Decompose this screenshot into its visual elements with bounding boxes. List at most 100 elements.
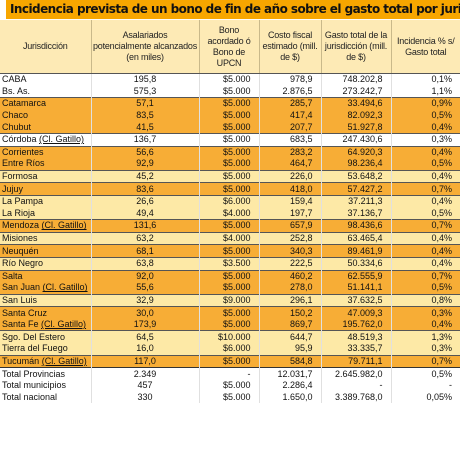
table-row: Corrientes 56,6 $5.000 283,2 64.920,3 0,4% [0,145,460,159]
cell-gasto: 51.927,8 [320,121,391,134]
cell-costo: 226,0 [258,169,321,183]
table-row: Córdoba (Cl. Gatillo) 136,7 $5.000 683,5 247… [0,132,460,147]
table-row: La Rioja 49,4 $4.000 197,7 37.136,7 0,5% [0,207,460,220]
table-row: Sgo. Del Estero 64,5 $10.000 644,7 48.519,3 1… [0,330,460,344]
cell-incidencia: 0,1% [390,73,460,86]
jurisdiccion-name: Chaco [2,110,29,121]
cell-incidencia: 0,3% [390,306,460,319]
cell-jurisdiccion: Santa Fe (Cl. Gatillo) [0,318,91,331]
cell-costo: 2.876,5 [258,85,321,98]
cell-asalariados: 63,2 [90,231,199,245]
jurisdiccion-name: Santa Fe [2,319,39,330]
jurisdiccion-name: Córdoba [2,134,37,145]
cell-asalariados: 2.349 [90,367,199,380]
cell-asalariados: 63,8 [90,256,199,270]
cell-incidencia: - [390,379,460,392]
cell-gasto: 33.494,6 [320,97,391,110]
cell-bono: $5.000 [198,169,259,183]
cell-gasto: 57.427,2 [320,182,391,196]
cell-asalariados: 117,0 [90,354,199,368]
jurisdiccion-name: Santa Cruz [2,307,48,318]
cell-jurisdiccion: Córdoba (Cl. Gatillo) [0,132,91,147]
cell-costo: 197,7 [258,207,321,220]
table-row: Neuquén 68,1 $5.000 340,3 89.461,9 0,4% [0,244,460,258]
cell-bono: $5.000 [198,282,259,295]
cell-bono: $5.000 [198,318,259,331]
cell-gasto: 247.430,6 [320,132,391,147]
cell-costo: 460,2 [258,269,321,283]
header-row: Jurisdicción Asalariados potencialmente … [0,20,460,74]
cell-bono: $4.000 [198,231,259,245]
cell-costo: 418,0 [258,182,321,196]
cell-bono: $5.000 [198,354,259,368]
cell-gasto: 98.436,6 [320,219,391,233]
total-row: Total nacional 330 $5.000 1.650,0 3.389.768,… [0,391,460,404]
clausula-gatillo-tag: (Cl. Gatillo) [41,355,87,366]
jurisdiccion-name: Tierra del Fuego [2,343,68,354]
cell-costo: 417,4 [258,109,321,122]
cell-bono: $5.000 [198,244,259,258]
cell-asalariados: 26,6 [90,194,199,208]
table-row: Tucumán (Cl. Gatillo) 117,0 $5.000 584,8 79.… [0,354,460,368]
cell-gasto: 63.465,4 [320,231,391,245]
header-jurisdiccion: Jurisdicción [0,20,91,74]
cell-bono: $5.000 [198,182,259,196]
jurisdiccion-name: Tucumán [2,355,40,366]
jurisdiccion-name: La Pampa [2,196,44,207]
cell-gasto: 37.632,5 [320,293,391,307]
cell-incidencia: 0,4% [390,318,460,331]
jurisdiccion-name: Río Negro [2,258,44,269]
cell-costo: 340,3 [258,244,321,258]
cell-bono: $5.000 [198,145,259,159]
cell-jurisdiccion: La Pampa [0,194,91,208]
table-row: Mendoza (Cl. Gatillo) 131,6 $5.000 657,9 98.… [0,219,460,233]
cell-gasto: 82.092,3 [320,109,391,122]
table-row: Chaco 83,5 $5.000 417,4 82.092,3 0,5% [0,109,460,122]
cell-gasto: 47.009,3 [320,306,391,319]
jurisdiccion-name: Salta [2,270,23,281]
cell-bono: $5.000 [198,219,259,233]
cell-costo: 159,4 [258,194,321,208]
cell-costo: 683,5 [258,132,321,147]
table-row: Catamarca 57,1 $5.000 285,7 33.494,6 0,9% [0,97,460,110]
table-row: CABA 195,8 $5.000 978,9 748.202,8 0,1% [0,73,460,86]
cell-asalariados: 64,5 [90,330,199,344]
jurisdiccion-name: Formosa [2,171,38,182]
cell-incidencia: 0,5% [390,207,460,220]
cell-costo: 95,9 [258,343,321,356]
cell-asalariados: 55,6 [90,282,199,295]
cell-jurisdiccion: Catamarca [0,97,91,110]
cell-jurisdiccion: Formosa [0,169,91,183]
header-incidencia: Incidencia % s/ Gasto total [390,20,460,74]
total-row: Total municipios 457 $5.000 2.286,4- - [0,379,460,392]
cell-costo: 285,7 [258,97,321,110]
cell-asalariados: 575,3 [90,85,199,98]
cell-incidencia: 0,7% [390,354,460,368]
total-row: Total Provincias 2.349-12.031,7 2.645.982,… [0,367,460,380]
table-row: San Luis 32,9 $9.000 296,1 37.632,5 0,8% [0,293,460,307]
cell-gasto: 62.555,9 [320,269,391,283]
header-asalariados: Asalariados potencialmente alcanzados (e… [90,20,199,74]
cell-bono: $5.000 [198,121,259,134]
jurisdiccion-name: Catamarca [2,98,47,109]
cell-asalariados: 68,1 [90,244,199,258]
cell-jurisdiccion: Tierra del Fuego [0,343,91,356]
cell-asalariados: 57,1 [90,97,199,110]
cell-costo: 222,5 [258,256,321,270]
cell-bono: $9.000 [198,293,259,307]
cell-asalariados: 173,9 [90,318,199,331]
cell-costo: 869,7 [258,318,321,331]
cell-gasto: 37.136,7 [320,207,391,220]
cell-asalariados: 92,9 [90,158,199,171]
table-row: Chubut 41,5 $5.000 207,7 51.927,8 0,4% [0,121,460,134]
cell-jurisdiccion: Misiones [0,231,91,245]
cell-jurisdiccion: Jujuy [0,182,91,196]
cell-incidencia: 0,5% [390,367,460,380]
table-row: Santa Cruz 30,0 $5.000 150,2 47.009,3 0,3% [0,306,460,319]
cell-bono: $5.000 [198,379,259,392]
data-table: Jurisdicción Asalariados potencialmente … [0,20,460,404]
cell-asalariados: 45,2 [90,169,199,183]
table-row: Formosa 45,2 $5.000 226,0 53.648,2 0,4% [0,169,460,183]
cell-bono: $5.000 [198,306,259,319]
jurisdiccion-name: CABA [2,74,27,85]
